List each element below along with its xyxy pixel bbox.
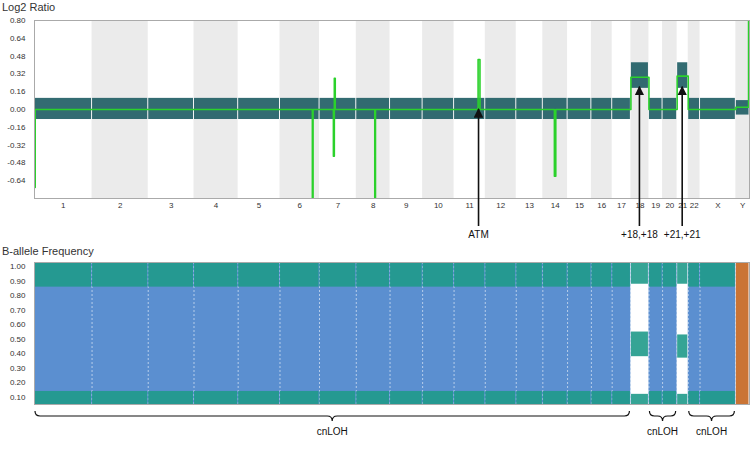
svg-text:11: 11 — [466, 201, 475, 210]
svg-text:0.00: 0.00 — [10, 105, 26, 114]
svg-text:0.10: 0.10 — [10, 393, 26, 402]
svg-text:7: 7 — [336, 201, 341, 210]
svg-text:18: 18 — [635, 201, 644, 210]
svg-text:0.70: 0.70 — [10, 306, 26, 315]
svg-text:1: 1 — [61, 201, 66, 210]
svg-text:12: 12 — [496, 201, 505, 210]
svg-text:0.80: 0.80 — [10, 16, 26, 25]
svg-text:-0.16: -0.16 — [7, 123, 26, 132]
svg-text:-0.48: -0.48 — [7, 158, 26, 167]
svg-text:1.00: 1.00 — [10, 262, 26, 271]
svg-text:-0.64: -0.64 — [7, 176, 26, 185]
svg-text:+21,+21: +21,+21 — [664, 229, 701, 240]
svg-text:13: 13 — [525, 201, 534, 210]
svg-text:0.20: 0.20 — [10, 378, 26, 387]
svg-text:10: 10 — [434, 201, 443, 210]
svg-text:2: 2 — [118, 201, 123, 210]
svg-text:+18,+18: +18,+18 — [621, 229, 658, 240]
svg-text:X: X — [715, 201, 721, 210]
svg-text:8: 8 — [371, 201, 376, 210]
svg-text:0.30: 0.30 — [10, 364, 26, 373]
svg-text:4: 4 — [214, 201, 219, 210]
svg-text:14: 14 — [551, 201, 560, 210]
svg-text:0.60: 0.60 — [10, 320, 26, 329]
svg-text:19: 19 — [651, 201, 660, 210]
svg-text:cnLOH: cnLOH — [696, 426, 727, 437]
svg-text:0.48: 0.48 — [10, 52, 26, 61]
svg-text:0.40: 0.40 — [10, 349, 26, 358]
svg-text:20: 20 — [665, 201, 674, 210]
svg-text:0.64: 0.64 — [10, 34, 26, 43]
svg-text:0.32: 0.32 — [10, 69, 26, 78]
svg-text:15: 15 — [575, 201, 584, 210]
svg-text:-0.32: -0.32 — [7, 141, 26, 150]
svg-text:9: 9 — [404, 201, 409, 210]
svg-text:0.50: 0.50 — [10, 335, 26, 344]
svg-text:21: 21 — [678, 201, 687, 210]
svg-text:17: 17 — [617, 201, 626, 210]
svg-text:0.90: 0.90 — [10, 277, 26, 286]
svg-text:5: 5 — [257, 201, 262, 210]
svg-text:22: 22 — [690, 201, 699, 210]
svg-text:ATM: ATM — [468, 229, 488, 240]
svg-text:0.80: 0.80 — [10, 291, 26, 300]
svg-text:6: 6 — [298, 201, 303, 210]
svg-text:0.16: 0.16 — [10, 87, 26, 96]
svg-text:16: 16 — [597, 201, 606, 210]
svg-text:cnLOH: cnLOH — [317, 426, 348, 437]
svg-text:cnLOH: cnLOH — [647, 426, 678, 437]
html-text:B-allele Frequency: B-allele Frequency — [2, 245, 94, 257]
svg-text:3: 3 — [169, 201, 174, 210]
svg-text:Y: Y — [740, 201, 746, 210]
html-text:Log2 Ratio: Log2 Ratio — [2, 1, 56, 13]
